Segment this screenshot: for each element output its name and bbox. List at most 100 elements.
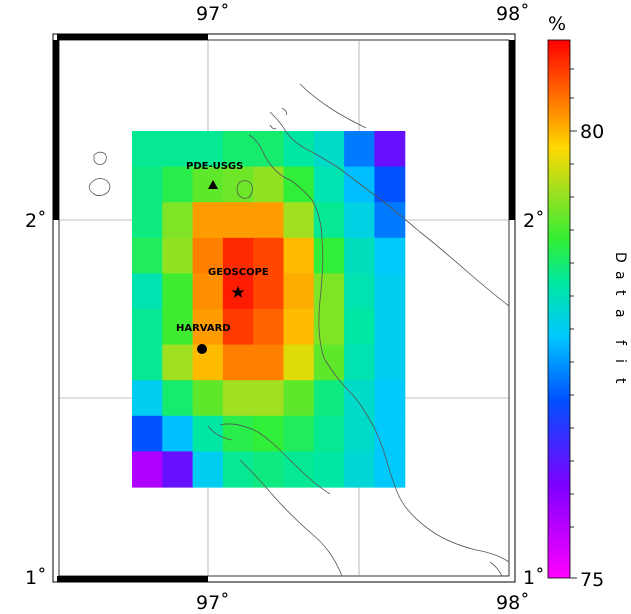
grid-cell	[192, 309, 224, 346]
grid-cell	[132, 415, 163, 452]
grid-cell	[253, 344, 285, 381]
grid-cell	[374, 380, 406, 417]
grid-cell	[283, 202, 315, 239]
colorbar-title: Da t a f i t	[612, 252, 628, 384]
grid-cell	[222, 237, 254, 274]
grid-cell	[344, 131, 375, 168]
grid-cell	[222, 202, 254, 239]
grid-cell	[253, 166, 285, 203]
grid-cell	[192, 273, 224, 310]
grid-cell	[283, 131, 315, 168]
grid-cell	[132, 451, 163, 488]
grid-cell	[162, 202, 194, 239]
grid-cell	[192, 131, 224, 168]
grid-cell	[253, 415, 285, 452]
grid-cell	[283, 451, 315, 488]
lon-label-bottom-98: 98˚	[496, 592, 530, 614]
grid-cell	[132, 131, 163, 168]
grid-cell	[344, 202, 375, 239]
grid-cell	[283, 309, 315, 346]
grid-cell	[374, 166, 406, 203]
grid-cell	[283, 380, 315, 417]
grid-cell	[132, 380, 163, 417]
grid-cell	[344, 309, 375, 346]
grid-cell	[222, 309, 254, 346]
colorbar-title-letter: a	[612, 271, 628, 280]
grid-cell	[162, 309, 194, 346]
grid-cell	[253, 202, 285, 239]
grid-cell	[162, 415, 194, 452]
grid-cell	[344, 344, 375, 381]
grid-cell	[374, 309, 406, 346]
grid-cell	[283, 237, 315, 274]
colorbar-title-letter: a	[612, 309, 628, 318]
grid-cell	[162, 344, 194, 381]
grid-cell	[192, 202, 224, 239]
lon-label-top-97: 97˚	[196, 3, 230, 25]
grid-cell	[253, 131, 285, 168]
colorbar-unit: %	[548, 13, 566, 35]
grid-cell	[374, 344, 406, 381]
grid-cell	[344, 380, 375, 417]
coastline	[88, 83, 510, 577]
grid-cell	[344, 415, 375, 452]
grid-cell	[132, 237, 163, 274]
colorbar-min-label: 75	[580, 569, 604, 591]
border-bottom-black	[57, 576, 208, 582]
geoscope-label: GEOSCOPE	[208, 267, 269, 278]
grid-cell	[344, 273, 375, 310]
grid-cell	[313, 344, 345, 381]
grid-cell	[253, 237, 285, 274]
lat-label-right-1: 1˚	[523, 567, 545, 589]
grid-cell	[222, 380, 254, 417]
grid-cell	[222, 344, 254, 381]
lon-label-bottom-97: 97˚	[196, 592, 230, 614]
lat-label-left-1: 1˚	[25, 567, 47, 589]
colorbar-title-letter: t	[612, 290, 628, 296]
colorbar-mid-label: 80	[580, 121, 604, 143]
colorbar-title-letter: t	[612, 378, 628, 384]
grid-cell	[132, 202, 163, 239]
grid-cell	[192, 166, 224, 203]
grid-cell	[283, 344, 315, 381]
grid-cell	[192, 451, 224, 488]
grid-cell	[192, 380, 224, 417]
grid-cell	[344, 451, 375, 488]
grid-cell	[313, 309, 345, 346]
grid-cell	[313, 131, 345, 168]
grid-cell	[222, 415, 254, 452]
grid-cell	[192, 415, 224, 452]
grid-cell	[253, 451, 285, 488]
grid-cell	[162, 273, 194, 310]
grid-cell	[253, 273, 285, 310]
grid-cell	[313, 202, 345, 239]
grid-cell	[192, 237, 224, 274]
data-fit-grid	[132, 131, 406, 488]
grid-cell	[162, 131, 194, 168]
grid-cell	[374, 451, 406, 488]
grid-cell	[132, 309, 163, 346]
grid-cell	[374, 415, 406, 452]
grid-cell	[222, 451, 254, 488]
grid-cell	[162, 380, 194, 417]
grid-cell	[313, 415, 345, 452]
grid-cell	[344, 166, 375, 203]
harvard-circle-icon	[197, 344, 207, 354]
colorbar-title-letter: f	[612, 340, 628, 346]
harvard-label: HARVARD	[176, 323, 231, 334]
lat-label-right-2: 2˚	[523, 210, 545, 232]
pde-usgs-triangle-icon	[208, 180, 218, 189]
grid-cell	[344, 237, 375, 274]
grid-cell	[162, 237, 194, 274]
pde-usgs-label: PDE-USGS	[186, 161, 243, 172]
grid-cell	[374, 202, 406, 239]
grid-cell	[222, 131, 254, 168]
axis-labels: 97˚ 98˚ 97˚ 98˚ 2˚ 2˚ 1˚ 1˚	[25, 3, 545, 614]
colorbar-gradient	[547, 39, 571, 579]
grid-cell	[162, 451, 194, 488]
grid-cell	[132, 344, 163, 381]
grid-cell	[132, 273, 163, 310]
border-top-black	[57, 34, 208, 40]
grid-cell	[253, 380, 285, 417]
